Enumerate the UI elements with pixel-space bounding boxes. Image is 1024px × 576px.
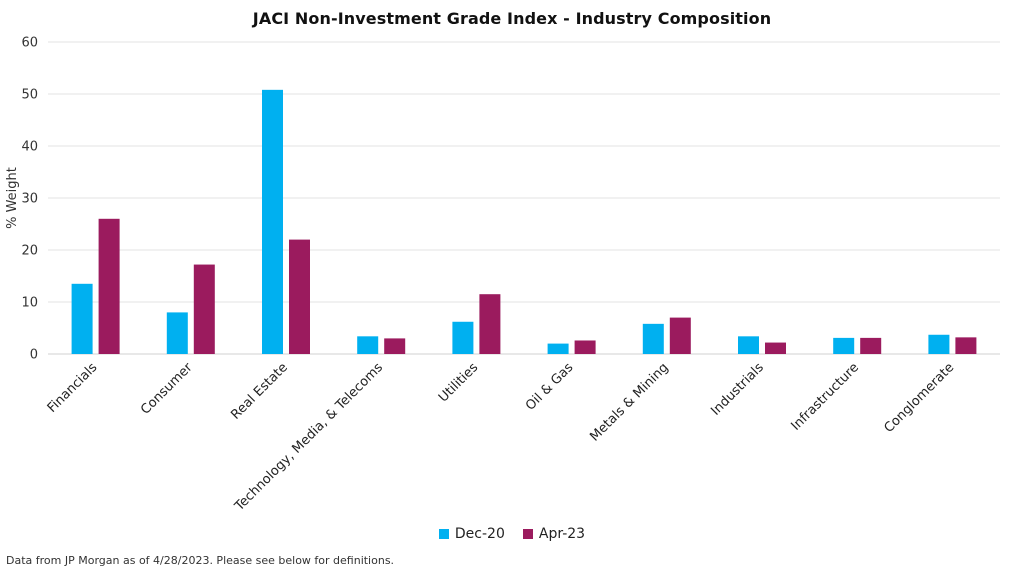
x-tick-label: Real Estate xyxy=(228,360,290,422)
x-tick-label: Utilities xyxy=(436,360,481,405)
legend-item-dec20: Dec-20 xyxy=(438,526,505,542)
bar-apr23 xyxy=(574,340,596,354)
bar-apr23 xyxy=(765,342,786,354)
bar-dec20 xyxy=(547,343,569,354)
bar-apr23 xyxy=(98,218,120,354)
y-tick-label: 50 xyxy=(21,88,38,103)
y-tick-label: 10 xyxy=(21,296,38,311)
bar-apr23 xyxy=(955,337,977,354)
y-tick-label: 0 xyxy=(30,348,38,363)
y-tick-label: 40 xyxy=(21,140,38,155)
y-tick-label: 30 xyxy=(21,192,38,207)
y-axis-label: % Weight xyxy=(5,167,20,229)
chart-title: JACI Non-Investment Grade Index - Indust… xyxy=(252,9,772,28)
bar-apr23 xyxy=(193,264,215,354)
bar-dec20 xyxy=(71,283,93,354)
bar-apr23 xyxy=(669,317,691,354)
legend-label-apr23: Apr-23 xyxy=(538,526,586,542)
x-tick-label: Infrastructure xyxy=(789,360,863,434)
x-tick-label: Consumer xyxy=(138,360,196,418)
x-tick-label: Oil & Gas xyxy=(523,360,577,414)
bar-dec20 xyxy=(738,336,759,354)
x-tick-label: Technology, Media, & Telecoms xyxy=(231,360,386,515)
y-tick-label: 20 xyxy=(21,244,38,259)
x-tick-label: Financials xyxy=(45,360,101,416)
legend-swatch-apr23 xyxy=(522,529,533,539)
legend-label-dec20: Dec-20 xyxy=(454,526,505,542)
bar-dec20 xyxy=(928,334,950,354)
y-tick-label: 60 xyxy=(21,36,38,51)
bar-apr23 xyxy=(860,337,882,354)
x-tick-label: Industrials xyxy=(708,360,767,419)
x-tick-label: Metals & Mining xyxy=(587,360,671,444)
legend-swatch-dec20 xyxy=(438,529,449,539)
legend: Dec-20 Apr-23 xyxy=(0,526,1024,542)
bar-dec20 xyxy=(452,321,474,354)
x-tick-label: Conglomerate xyxy=(881,360,957,436)
footnote: Data from JP Morgan as of 4/28/2023. Ple… xyxy=(6,554,395,567)
bar-dec20 xyxy=(262,89,283,354)
legend-item-apr23: Apr-23 xyxy=(522,526,586,542)
bar-dec20 xyxy=(357,336,379,354)
bar-apr23 xyxy=(289,239,310,354)
bar-dec20 xyxy=(166,312,188,354)
bar-apr23 xyxy=(479,294,501,354)
bar-dec20 xyxy=(642,323,664,354)
bar-apr23 xyxy=(384,338,406,354)
bar-dec20 xyxy=(833,337,855,354)
